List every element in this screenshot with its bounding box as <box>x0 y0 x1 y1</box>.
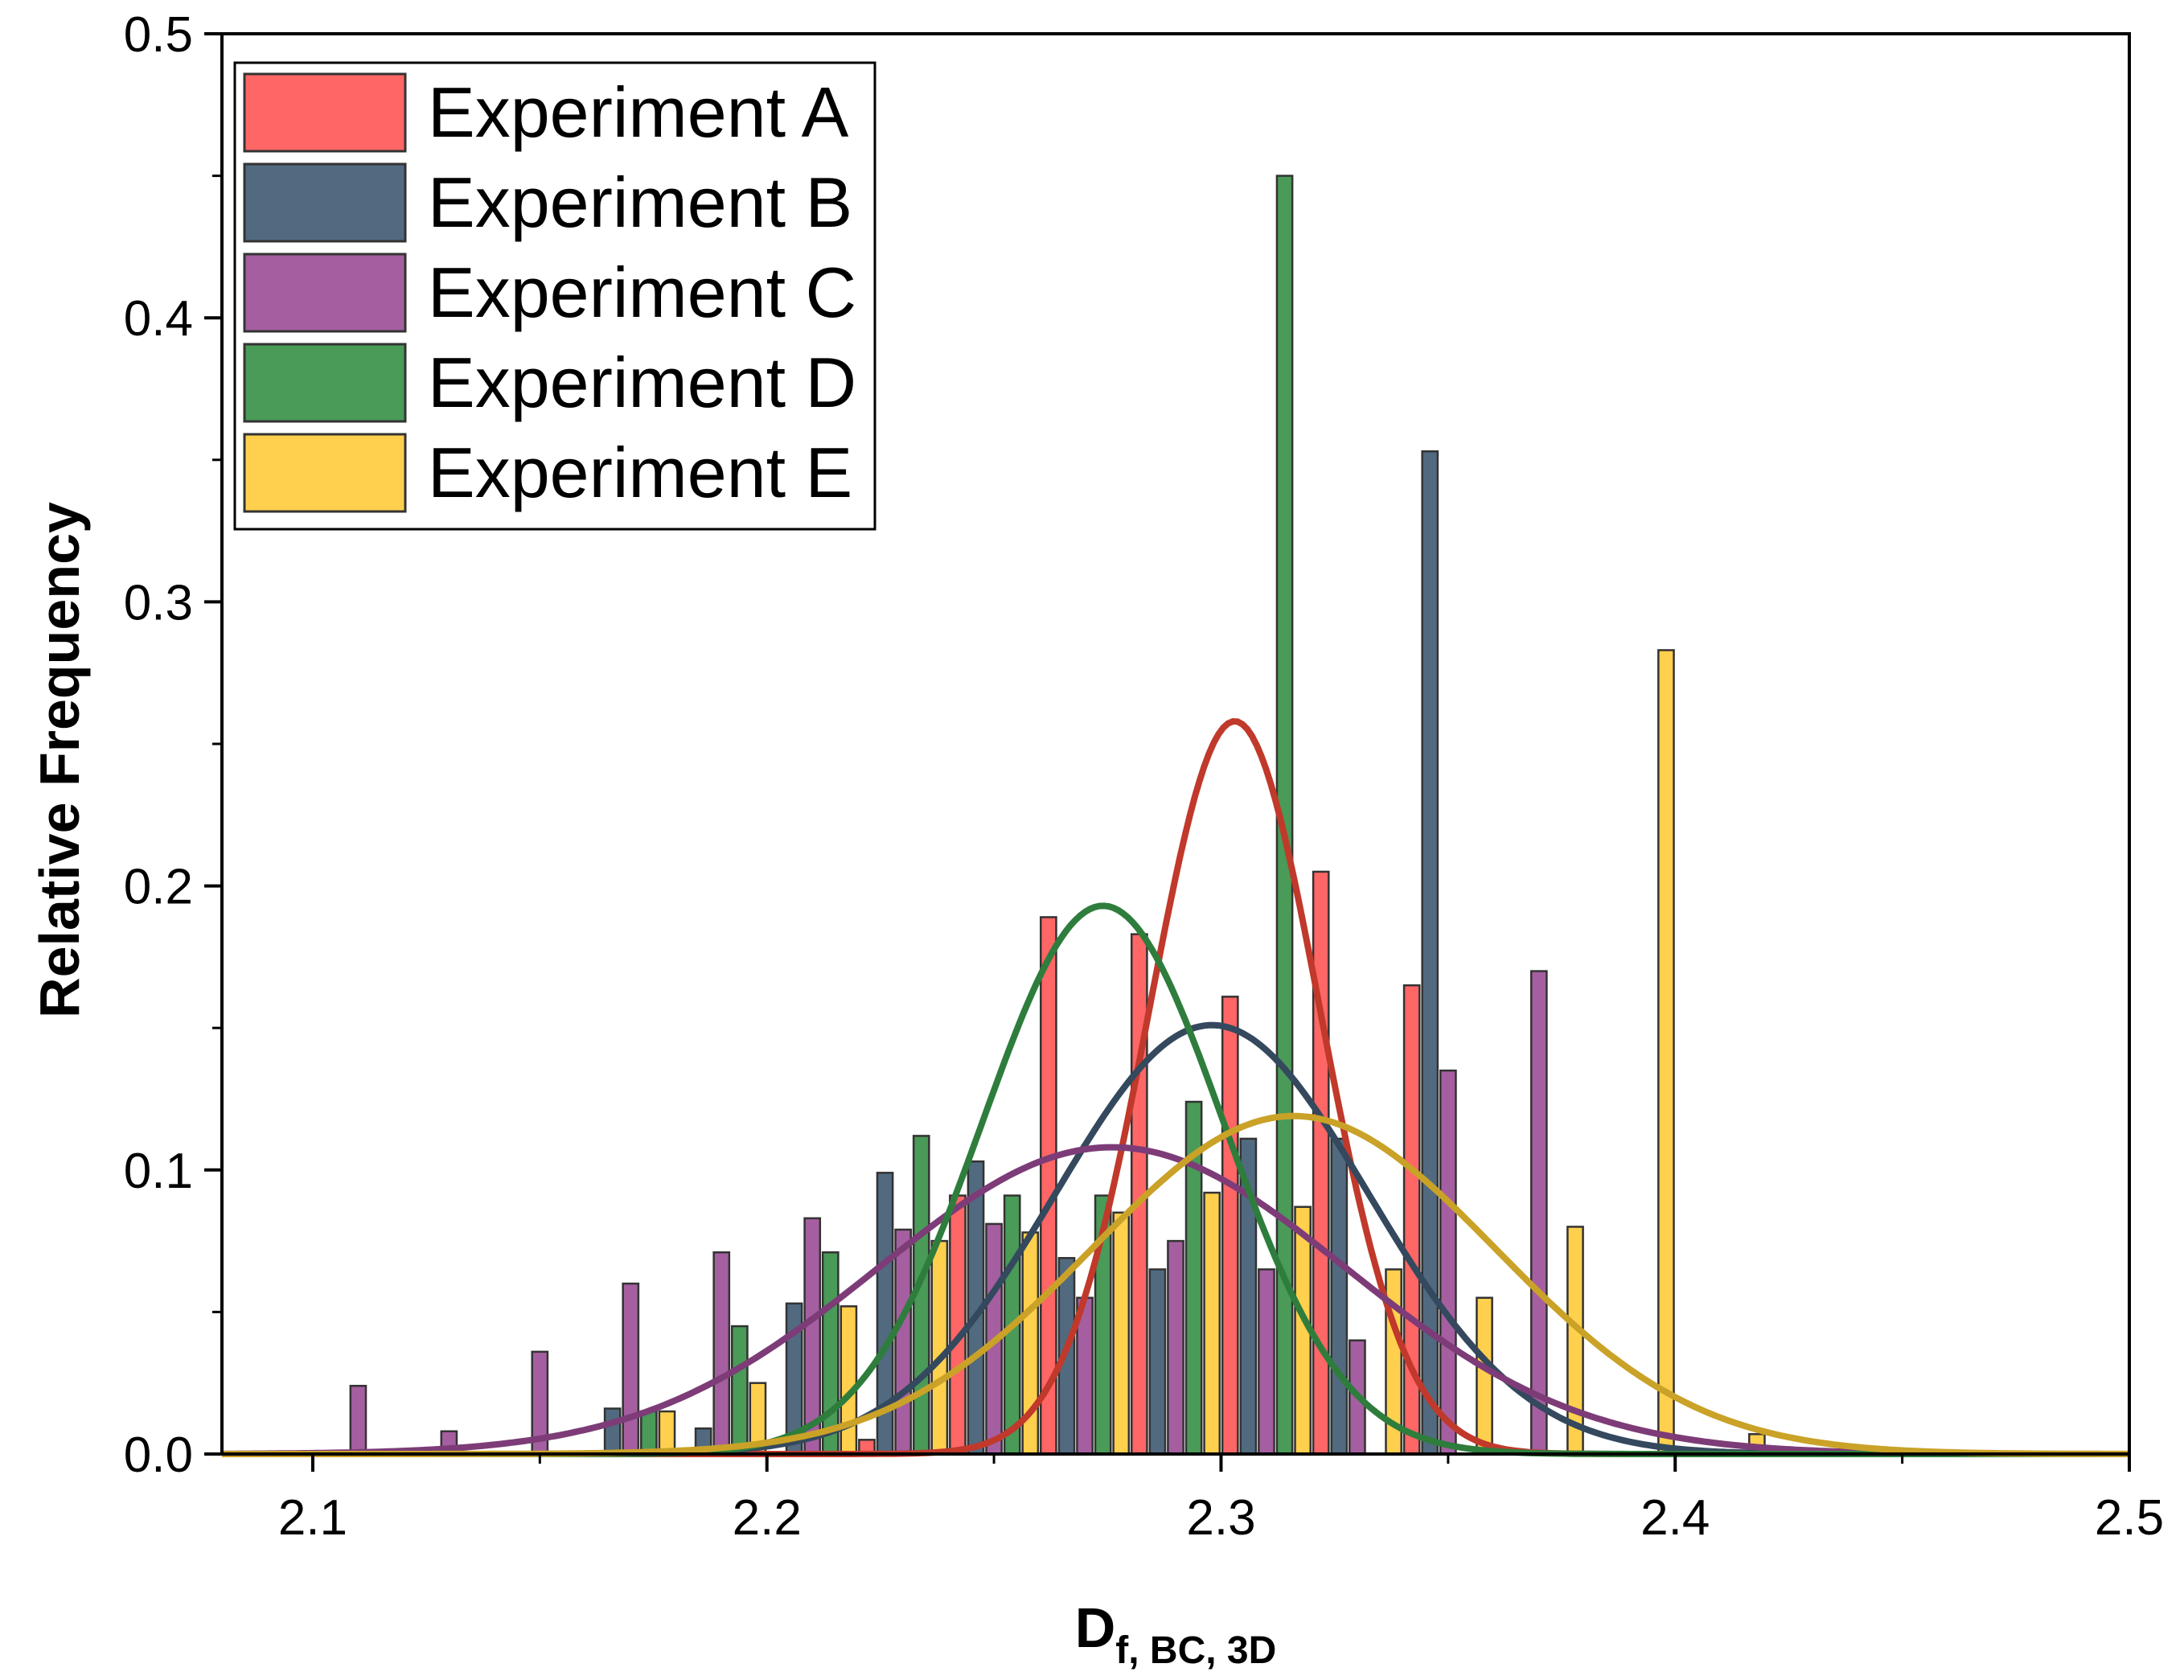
legend-swatch <box>243 433 407 513</box>
x-tick-label: 2.3 <box>1186 1490 1255 1546</box>
bar <box>1203 1191 1221 1456</box>
legend: Experiment A Experiment B Experiment C Expe… <box>233 61 876 531</box>
bar <box>730 1325 749 1456</box>
bar <box>1312 870 1330 1456</box>
y-tick-label: 0.5 <box>124 7 193 63</box>
x-tick-label: 2.5 <box>2095 1490 2164 1546</box>
legend-swatch <box>243 162 407 243</box>
legend-label: Experiment D <box>428 343 856 422</box>
bar <box>349 1384 367 1456</box>
legend-label: Experiment C <box>428 253 856 332</box>
bar <box>1148 1268 1167 1456</box>
bar <box>1330 1137 1349 1456</box>
y-tick-label: 0.4 <box>124 291 193 347</box>
bar <box>1476 1296 1493 1456</box>
bar <box>930 1239 949 1456</box>
bar <box>894 1228 912 1456</box>
x-tick-label: 2.4 <box>1640 1490 1710 1546</box>
bar <box>949 1194 967 1456</box>
legend-swatch <box>243 343 407 423</box>
bar <box>840 1305 858 1456</box>
bar <box>640 1410 658 1456</box>
y-tick-label: 0.3 <box>124 575 193 631</box>
legend-label: Experiment B <box>428 162 852 242</box>
bar <box>1439 1069 1457 1456</box>
legend-swatch <box>243 253 407 333</box>
y-tick-label: 0.0 <box>124 1427 193 1483</box>
x-axis-title-subscript: f, BC, 3D <box>1115 1629 1276 1672</box>
x-tick-label: 2.2 <box>733 1490 802 1546</box>
bar <box>712 1251 731 1456</box>
x-axis-title-main: D <box>1075 1596 1116 1659</box>
series-experiment-d-bars <box>640 175 1294 1456</box>
y-axis-title: Relative Frequency <box>28 502 91 1018</box>
bar <box>1529 970 1548 1456</box>
bar <box>1657 649 1675 1456</box>
bar <box>1112 1211 1131 1456</box>
bar <box>821 1251 840 1456</box>
x-tick-label: 2.1 <box>278 1490 347 1546</box>
bar <box>1258 1268 1275 1456</box>
bar <box>603 1407 622 1456</box>
bar <box>1221 996 1239 1456</box>
legend-label: Experiment E <box>428 433 852 512</box>
bar <box>622 1282 640 1456</box>
legend-swatch <box>243 72 407 153</box>
legend-label: Experiment A <box>428 72 849 152</box>
y-tick-label: 0.1 <box>124 1144 193 1199</box>
y-tick-label: 0.2 <box>124 860 193 915</box>
bar <box>658 1410 676 1456</box>
x-axis-title: Df, BC, 3D <box>1075 1596 1277 1672</box>
axis-ticks: 2.1 2.2 2.3 2.4 2.5 0.0 0.1 0.2 0.3 0.4 0.5 <box>124 7 2164 1546</box>
fit-curve-experiment-c <box>222 1144 2129 1457</box>
bar <box>1167 1239 1184 1456</box>
